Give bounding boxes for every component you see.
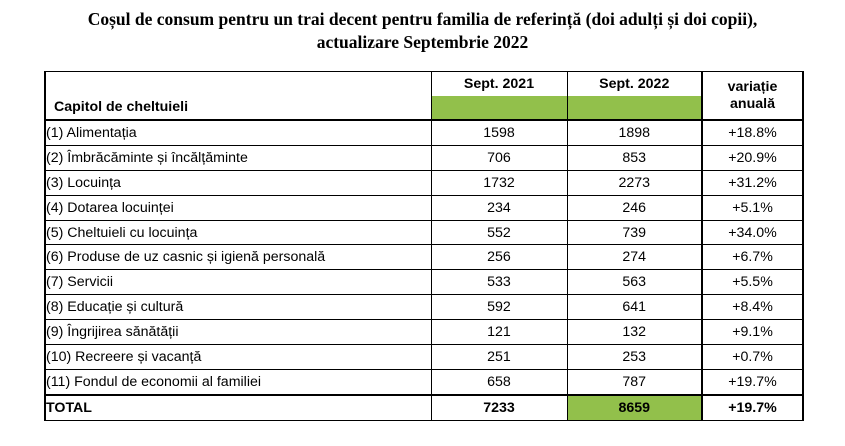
page-title: Coșul de consum pentru un trai decent pe… bbox=[0, 8, 845, 54]
row-value-2022: 739 bbox=[566, 219, 703, 246]
row-change: +19.7% bbox=[701, 368, 804, 396]
table-row: (11) Fondul de economii al familiei 658 78… bbox=[44, 368, 804, 396]
row-value-2022: 274 bbox=[566, 244, 703, 271]
row-change: +18.8% bbox=[701, 119, 804, 146]
row-value-2021: 552 bbox=[430, 219, 568, 246]
table-row: (7) Servicii 533 563 +5.5% bbox=[44, 269, 804, 296]
title-line-1: Coșul de consum pentru un trai decent pe… bbox=[87, 9, 758, 29]
row-value-2021: 256 bbox=[430, 244, 568, 271]
row-change: +34.0% bbox=[701, 219, 804, 246]
table-row: (5) Cheltuieli cu locuința 552 739 +34.0% bbox=[44, 219, 804, 246]
row-value-2022: 563 bbox=[566, 269, 703, 296]
row-label: (9) Îngrijirea sănătății bbox=[44, 319, 432, 346]
row-label: (6) Produse de uz casnic și igienă perso… bbox=[44, 244, 432, 271]
row-value-2021: 234 bbox=[430, 194, 568, 221]
header-year-2022: Sept. 2022 bbox=[566, 71, 703, 96]
row-change: +5.5% bbox=[701, 269, 804, 296]
table-row: (10) Recreere și vacanță 251 253 +0.7% bbox=[44, 344, 804, 370]
table-row: (9) Îngrijirea sănătății 121 132 +9.1% bbox=[44, 319, 804, 346]
consumer-basket-table: Capitol de cheltuieli Sept. 2021 Sept. 2… bbox=[44, 71, 804, 421]
row-value-2022: 132 bbox=[566, 319, 703, 346]
row-label: (5) Cheltuieli cu locuința bbox=[44, 219, 432, 246]
total-label: TOTAL bbox=[44, 393, 432, 421]
row-value-2021: 251 bbox=[430, 344, 568, 370]
header-green-band-2021 bbox=[430, 96, 568, 121]
row-value-2022: 641 bbox=[566, 294, 703, 321]
row-label: (4) Dotarea locuinței bbox=[44, 194, 432, 221]
row-change: +5.1% bbox=[701, 194, 804, 221]
row-value-2021: 1598 bbox=[430, 119, 568, 146]
row-value-2021: 1732 bbox=[430, 169, 568, 196]
row-label: (3) Locuința bbox=[44, 169, 432, 196]
table-row: (2) Îmbrăcăminte și încălțăminte 706 853 +2… bbox=[44, 144, 804, 171]
row-change: +6.7% bbox=[701, 244, 804, 271]
total-value-2022: 8659 bbox=[566, 393, 703, 421]
row-label: (10) Recreere și vacanță bbox=[44, 344, 432, 370]
row-label: (7) Servicii bbox=[44, 269, 432, 296]
row-label: (2) Îmbrăcăminte și încălțăminte bbox=[44, 144, 432, 171]
total-value-2021: 7233 bbox=[430, 393, 568, 421]
row-value-2022: 2273 bbox=[566, 169, 703, 196]
row-change: +31.2% bbox=[701, 169, 804, 196]
header-green-band-2022 bbox=[566, 96, 703, 121]
row-value-2022: 853 bbox=[566, 144, 703, 171]
header-variation-line-2: anuală bbox=[730, 95, 775, 112]
row-label: (11) Fondul de economii al familiei bbox=[44, 368, 432, 396]
row-value-2022: 1898 bbox=[566, 119, 703, 146]
row-change: +20.9% bbox=[701, 144, 804, 171]
row-value-2021: 592 bbox=[430, 294, 568, 321]
header-variation: variație anuală bbox=[701, 71, 804, 121]
header-category: Capitol de cheltuieli bbox=[44, 71, 432, 121]
row-value-2021: 533 bbox=[430, 269, 568, 296]
total-change: +19.7% bbox=[701, 393, 804, 421]
row-label: (1) Alimentația bbox=[44, 119, 432, 146]
table-row: (3) Locuința 1732 2273 +31.2% bbox=[44, 169, 804, 196]
total-row: TOTAL 7233 8659 +19.7% bbox=[44, 393, 804, 421]
header-variation-line-1: variație bbox=[727, 78, 778, 95]
row-value-2021: 706 bbox=[430, 144, 568, 171]
row-value-2022: 253 bbox=[566, 344, 703, 370]
row-value-2022: 787 bbox=[566, 368, 703, 396]
table-row: (1) Alimentația 1598 1898 +18.8% bbox=[44, 119, 804, 146]
title-line-2: actualizare Septembrie 2022 bbox=[316, 32, 529, 52]
table-body: (1) Alimentația 1598 1898 +18.8% (2) Îmbrăcă… bbox=[44, 119, 804, 421]
row-value-2022: 246 bbox=[566, 194, 703, 221]
row-change: +0.7% bbox=[701, 344, 804, 370]
row-label: (8) Educație și cultură bbox=[44, 294, 432, 321]
row-value-2021: 121 bbox=[430, 319, 568, 346]
table-row: (4) Dotarea locuinței 234 246 +5.1% bbox=[44, 194, 804, 221]
table-row: (6) Produse de uz casnic și igienă perso… bbox=[44, 244, 804, 271]
row-change: +9.1% bbox=[701, 319, 804, 346]
table-row: (8) Educație și cultură 592 641 +8.4% bbox=[44, 294, 804, 321]
row-value-2021: 658 bbox=[430, 368, 568, 396]
header-year-2021: Sept. 2021 bbox=[430, 71, 568, 96]
row-change: +8.4% bbox=[701, 294, 804, 321]
